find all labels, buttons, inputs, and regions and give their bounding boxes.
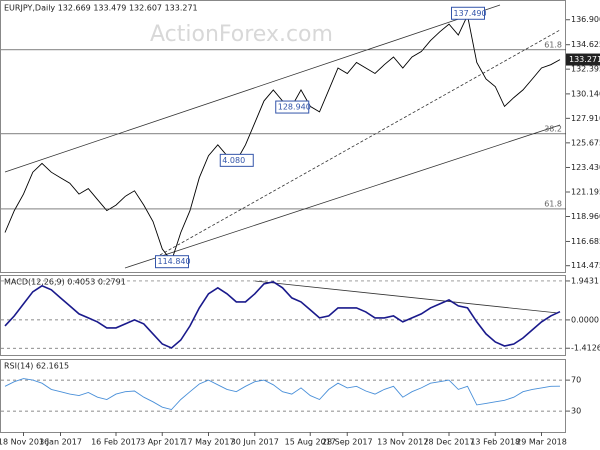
y-tick-label: 30 <box>571 407 581 416</box>
last-price-label: 133.271 <box>569 55 600 64</box>
y-tick-label: 130.140 <box>571 89 600 98</box>
y-tick-label: 125.675 <box>571 138 600 147</box>
y-tick-label: 0.0000 <box>571 315 599 324</box>
annotation-box <box>275 100 310 114</box>
annotation-label: 137.490 <box>454 9 487 18</box>
annotation-label: 128.940 <box>278 103 311 112</box>
y-tick-label: 116.685 <box>571 237 600 246</box>
y-tick-label: 1.9431 <box>571 276 599 285</box>
price-title: EURJPY,Daily 132.669 133.479 132.607 133… <box>4 4 198 13</box>
x-tick-label: 3 Apr 2017 <box>140 438 184 447</box>
channel-lower <box>124 124 561 269</box>
x-tick-label: 13 Nov 2017 <box>377 438 428 447</box>
y-tick-label: -1.4126 <box>571 344 600 353</box>
annotation-label: 4.080 <box>222 156 245 165</box>
annotation-box <box>451 6 485 20</box>
annotation-box <box>219 153 254 167</box>
watermark: ActionForex.com <box>150 22 333 47</box>
x-tick-label: 16 Feb 2017 <box>91 438 141 447</box>
y-tick-label: 136.900 <box>571 15 600 24</box>
x-tick-label: 28 Dec 2017 <box>423 438 474 447</box>
fib-label: 61.8 <box>544 199 562 208</box>
x-tick-label: 17 May 2017 <box>182 438 234 447</box>
y-tick-label: 123.430 <box>571 163 600 172</box>
y-tick-label: 118.960 <box>571 212 600 221</box>
y-tick-label: 132.395 <box>571 65 600 74</box>
annotation-label: 114.840 <box>158 257 191 266</box>
y-tick-label: 127.910 <box>571 114 600 123</box>
x-tick-label: 30 Jun 2017 <box>231 438 279 447</box>
series-line <box>4 378 561 411</box>
channel-mid <box>159 29 561 256</box>
rsi-title: RSI(14) 62.1615 <box>4 362 69 371</box>
x-tick-label: 13 Feb 2018 <box>470 438 520 447</box>
x-tick-label: 29 Mar 2018 <box>516 438 567 447</box>
x-tick-label: 28 Sep 2017 <box>322 438 373 447</box>
y-tick-label: 114.475 <box>571 261 600 270</box>
macd-panel <box>0 275 566 356</box>
channel-upper <box>4 4 501 173</box>
x-tick-label: 15 Aug 2017 <box>285 438 336 447</box>
x-tick-label: 3 Jan 2017 <box>39 438 82 447</box>
x-tick-label: 18 Nov 2016 <box>0 438 49 447</box>
series-line <box>4 280 561 349</box>
fib-label: 61.8 <box>544 40 562 49</box>
y-tick-label: 70 <box>571 376 581 385</box>
y-tick-label: 121.195 <box>571 187 600 196</box>
last-price-box <box>566 53 600 66</box>
macd-trendline <box>254 280 559 314</box>
macd-title: MACD(12,26,9) 0.4053 0.2791 <box>4 278 126 287</box>
annotation-box <box>155 255 189 269</box>
rsi-panel <box>0 359 566 433</box>
price-panel <box>0 0 566 273</box>
y-tick-label: 134.625 <box>571 40 600 49</box>
fib-label: 38.2 <box>544 124 562 133</box>
